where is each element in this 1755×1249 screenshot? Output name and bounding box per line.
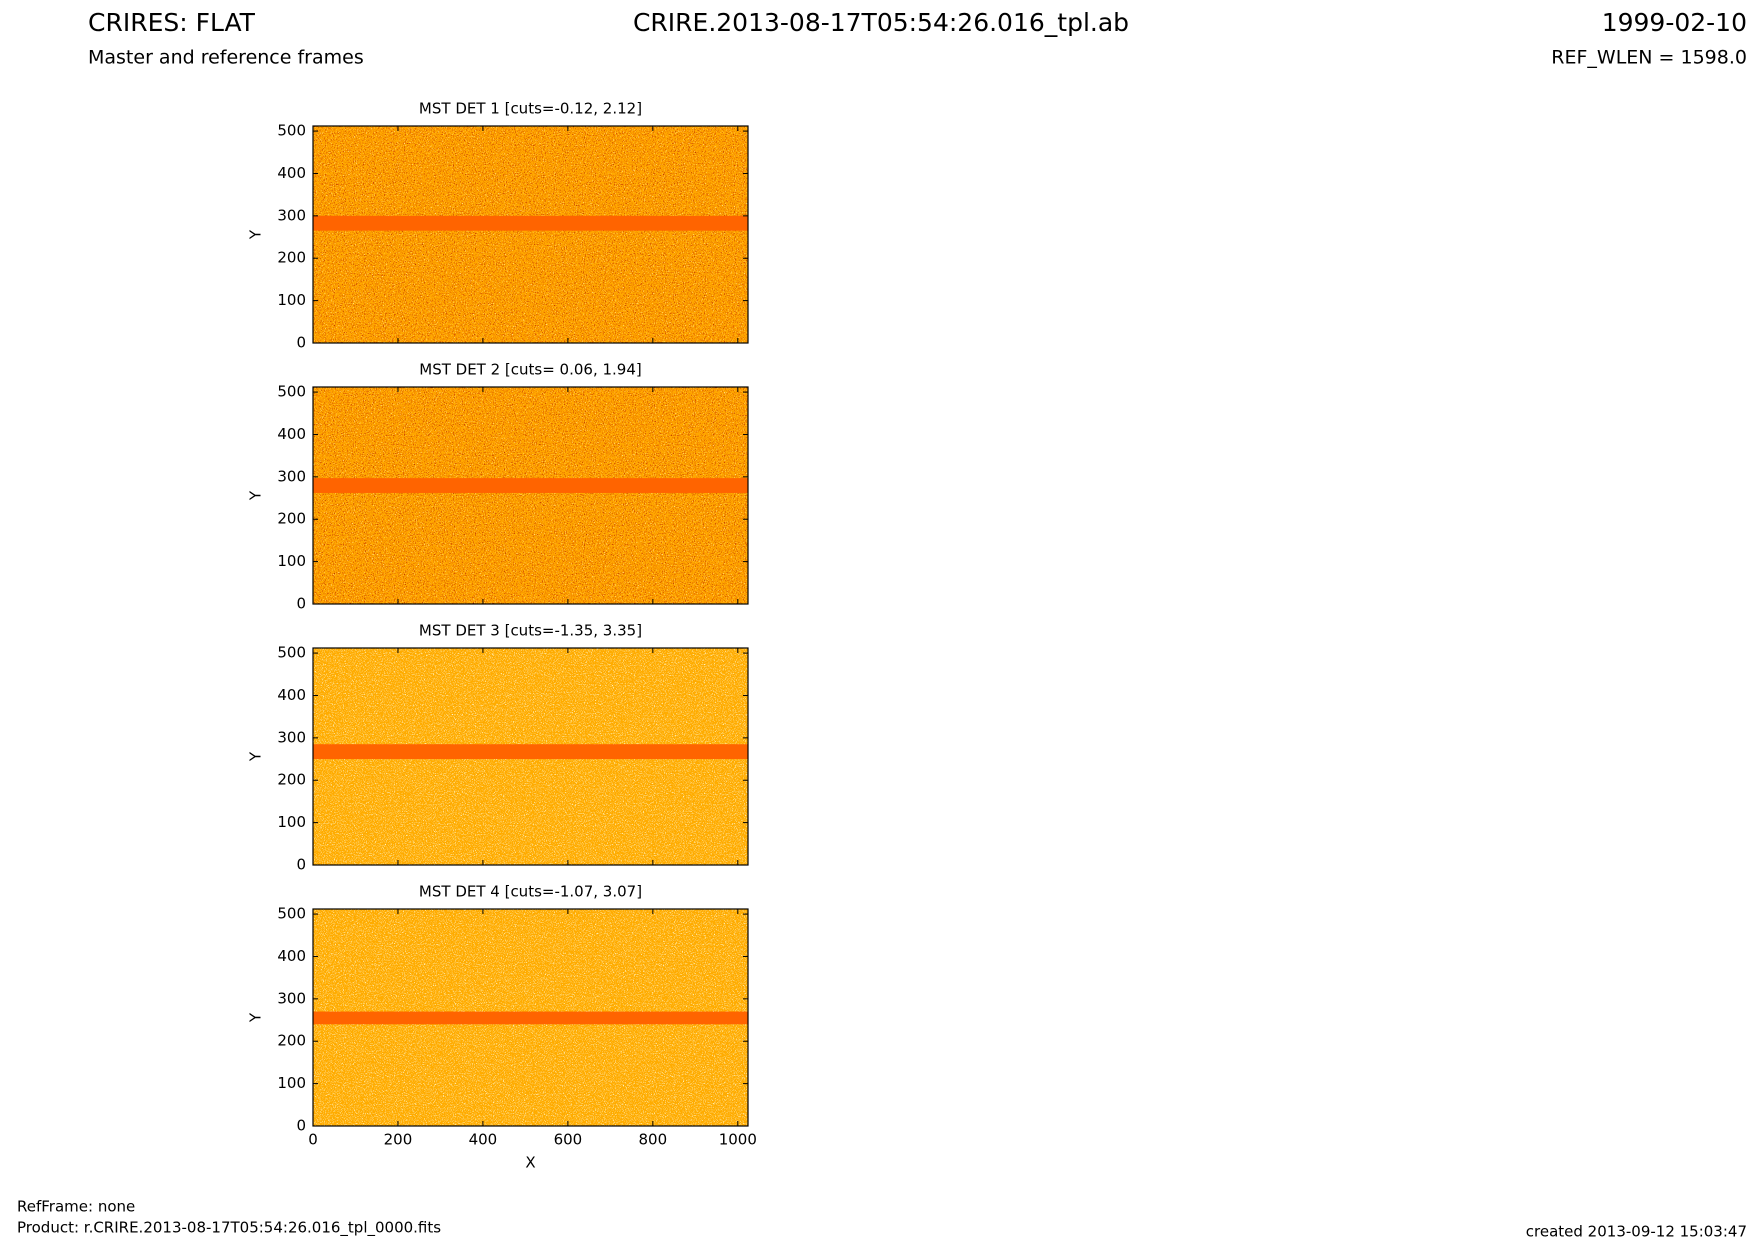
product: Product: r.CRIRE.2013-08-17T05:54:26.016… [17, 1219, 441, 1238]
ref-wlen: REF_WLEN = 1598.0 [1551, 47, 1747, 69]
x-tick-label: 400 [469, 1131, 498, 1149]
y-tick-label: 400 [277, 947, 306, 965]
panel-title: MST DET 1 [cuts=-0.12, 2.12] [419, 100, 642, 118]
x-tick-label: 1000 [719, 1131, 757, 1149]
y-tick-label: 100 [277, 552, 306, 570]
panel-title: MST DET 4 [cuts=-1.07, 3.07] [419, 883, 642, 901]
y-tick-label: 200 [277, 771, 306, 789]
axes-frame [312, 908, 749, 1127]
spectrum-band [313, 744, 748, 760]
subtitle: Master and reference frames [88, 47, 364, 69]
y-tick-label: 0 [296, 1117, 306, 1135]
y-tick-label: 400 [277, 686, 306, 704]
y-tick-label: 500 [277, 905, 306, 923]
x-tick-label: 0 [308, 1131, 318, 1149]
spectrum-band [313, 478, 748, 493]
y-tick-label: 300 [277, 206, 306, 224]
panel-title: MST DET 3 [cuts=-1.35, 3.35] [419, 622, 642, 640]
y-tick-label: 200 [277, 1032, 306, 1050]
y-tick-label: 0 [296, 856, 306, 874]
y-tick-label: 300 [277, 467, 306, 485]
y-tick-label: 100 [277, 813, 306, 831]
y-tick-label: 100 [277, 1074, 306, 1092]
spectrum-band [313, 1011, 748, 1025]
y-axis-label: Y [247, 1012, 265, 1023]
axes-frame [312, 647, 749, 866]
file-name: CRIRE.2013-08-17T05:54:26.016_tpl.ab [633, 8, 1129, 37]
spectrum-band [313, 215, 748, 231]
y-tick-label: 400 [277, 425, 306, 443]
date: 1999-02-10 [1602, 8, 1747, 37]
y-tick-label: 200 [277, 510, 306, 528]
y-tick-label: 0 [296, 595, 306, 613]
y-tick-label: 200 [277, 249, 306, 267]
y-tick-label: 300 [277, 989, 306, 1007]
image [313, 126, 748, 343]
x-tick-label: 600 [554, 1131, 583, 1149]
axes-frame [312, 125, 749, 344]
y-tick-label: 0 [296, 334, 306, 352]
y-axis-label: Y [247, 751, 265, 762]
created: created 2013-09-12 15:03:47 [1526, 1223, 1747, 1241]
axes-frame [312, 386, 749, 605]
y-tick-label: 300 [277, 728, 306, 746]
y-tick-label: 500 [277, 644, 306, 662]
y-tick-label: 100 [277, 291, 306, 309]
y-axis-label: Y [247, 490, 265, 501]
ref-frame: RefFrame: none [17, 1198, 135, 1216]
x-axis-label: X [525, 1154, 535, 1172]
y-axis-label: Y [247, 229, 265, 240]
y-tick-label: 500 [277, 383, 306, 401]
panel-title: MST DET 2 [cuts= 0.06, 1.94] [419, 361, 642, 379]
y-tick-label: 500 [277, 122, 306, 140]
image [313, 387, 748, 604]
x-tick-label: 800 [639, 1131, 668, 1149]
x-tick-label: 200 [384, 1131, 413, 1149]
y-tick-label: 400 [277, 164, 306, 182]
title: CRIRES: FLAT [88, 8, 256, 37]
